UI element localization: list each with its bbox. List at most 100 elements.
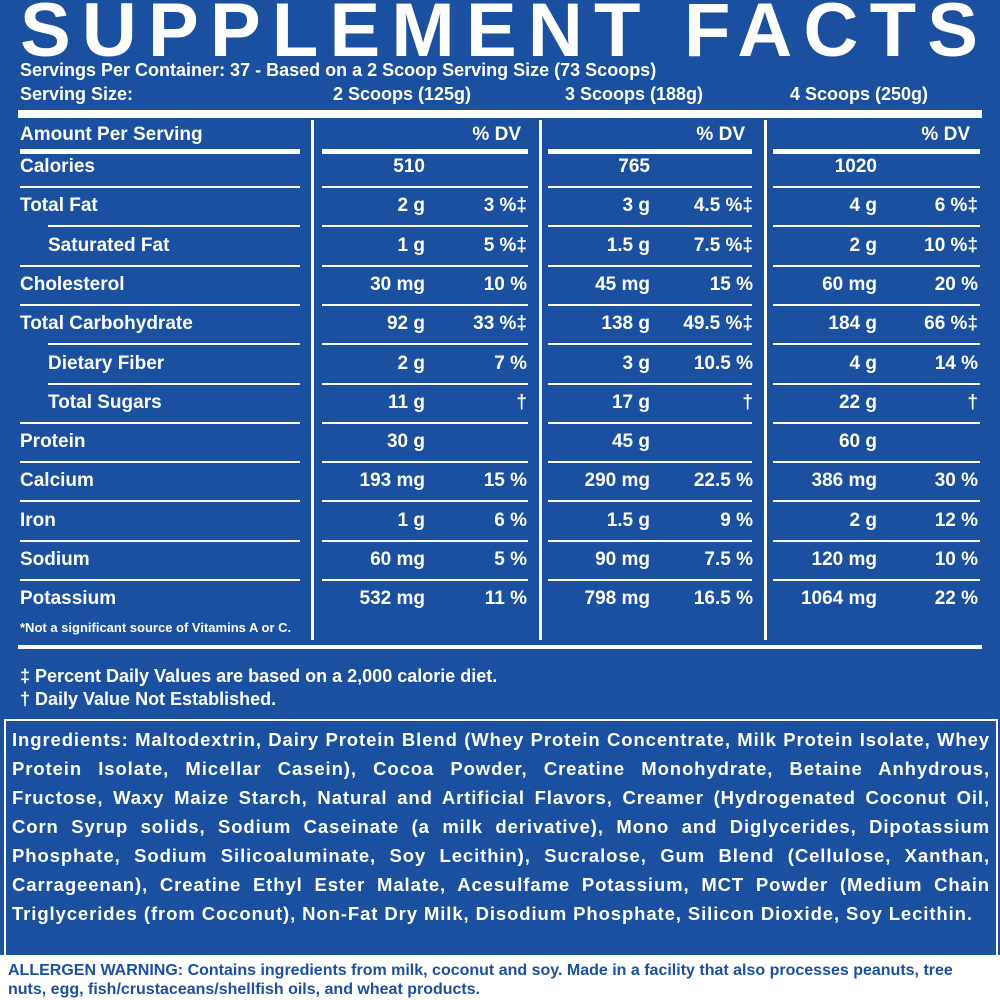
daily-value: †	[742, 391, 753, 413]
ingredients-box: Ingredients: Maltodextrin, Dairy Protein…	[4, 719, 998, 959]
nutrient-name: Potassium	[20, 588, 117, 610]
amount: 1020	[834, 156, 877, 177]
daily-value: 6 %	[494, 509, 527, 531]
row-rule	[48, 382, 300, 385]
row-rule	[773, 264, 980, 267]
row-rule	[322, 500, 528, 503]
amount: 1064 mg	[800, 588, 877, 610]
daily-value: 7.5 %‡	[693, 234, 753, 256]
allergen-label: ALLERGEN WARNING:	[8, 962, 184, 979]
notes-rule	[18, 645, 982, 649]
row-rule	[48, 343, 300, 346]
column-divider	[764, 120, 767, 640]
ingredients-label: Ingredients:	[12, 729, 129, 750]
row-rule	[322, 264, 528, 267]
dv-header: % DV	[472, 124, 521, 145]
row-rule	[20, 500, 300, 503]
amount: 1.5 g	[606, 234, 650, 256]
daily-value: 9 %	[720, 509, 753, 531]
daily-value: 5 %‡	[483, 234, 527, 256]
daily-value: 16.5 %	[693, 588, 753, 610]
column-divider	[539, 120, 542, 640]
amount: 1.5 g	[606, 509, 650, 531]
allergen-facility: Made in a facility that also processes p…	[8, 962, 953, 998]
amount: 30 mg	[370, 273, 425, 295]
row-rule	[322, 421, 528, 424]
nutrient-name: Total Carbohydrate	[20, 313, 193, 335]
daily-value: 66 %‡	[924, 313, 978, 335]
row-rule	[322, 539, 528, 542]
amount: 4 g	[849, 195, 877, 217]
row-rule	[322, 303, 528, 306]
row-rule	[773, 186, 980, 188]
daily-value: 30 %	[934, 470, 978, 492]
row-rule	[773, 225, 980, 228]
daily-value: 4.5 %‡	[693, 195, 753, 217]
daily-value: 11 %	[484, 588, 527, 610]
amount: 386 mg	[811, 470, 877, 492]
daily-value: 14 %	[934, 352, 978, 374]
nutrient-name: Saturated Fat	[48, 234, 170, 256]
row-rule	[548, 186, 752, 188]
footnote: *Not a significant source of Vitamins A …	[20, 620, 292, 635]
daily-value: 33 %‡	[473, 313, 527, 335]
row-rule	[548, 421, 752, 424]
amount: 765	[618, 156, 650, 177]
servings-per-container: Servings Per Container: 37 - Based on a …	[20, 60, 657, 80]
amount: 120 mg	[811, 549, 877, 570]
row-rule	[322, 225, 528, 228]
row-rule	[20, 264, 300, 267]
row-rule	[548, 303, 752, 306]
amount: 1 g	[397, 234, 425, 256]
nutrient-name: Dietary Fiber	[48, 352, 165, 374]
header-rule	[548, 149, 752, 154]
title: SUPPLEMENT FACTS	[20, 0, 978, 64]
nutrient-name: Total Sugars	[48, 391, 162, 413]
amount: 510	[393, 156, 425, 177]
dv-header: % DV	[696, 124, 745, 145]
amount: 60 g	[838, 431, 877, 453]
row-rule	[773, 539, 980, 542]
serving-size: 4 Scoops (250g)	[790, 84, 929, 104]
amount: 45 mg	[595, 273, 650, 295]
daily-value: 5 %	[494, 549, 527, 570]
amount: 193 mg	[359, 470, 425, 492]
top-rule	[18, 110, 982, 118]
amount: 22 g	[838, 391, 877, 413]
row-rule	[548, 225, 752, 228]
header-rule	[773, 149, 980, 154]
amount: 4 g	[849, 352, 877, 374]
row-rule	[322, 579, 528, 581]
allergen-warning: Contains ingredients from milk, coconut …	[187, 962, 563, 979]
daily-value: 7.5 %	[704, 549, 753, 570]
amount: 60 mg	[370, 549, 425, 570]
daily-value: 10 %	[934, 549, 978, 570]
row-rule	[773, 343, 980, 346]
row-rule	[322, 186, 528, 188]
row-rule	[48, 225, 300, 228]
note: † Daily Value Not Established.	[20, 689, 277, 709]
daily-value: 7 %	[494, 352, 527, 374]
serving-size: 2 Scoops (125g)	[333, 84, 472, 104]
title-area: SUPPLEMENT FACTS	[20, 0, 978, 64]
amount: 92 g	[386, 313, 425, 335]
daily-value: 49.5 %‡	[683, 313, 753, 335]
nutrient-name: Iron	[20, 509, 56, 531]
row-rule	[548, 579, 752, 581]
row-rule	[20, 303, 300, 306]
nutrient-name: Calories	[20, 156, 95, 177]
amount: 2 g	[397, 195, 425, 217]
amount-header: Amount Per Serving	[20, 124, 203, 145]
daily-value: 20 %	[934, 273, 978, 295]
row-rule	[773, 579, 980, 581]
amount: 3 g	[622, 352, 650, 374]
row-rule	[548, 500, 752, 503]
row-rule	[20, 461, 300, 464]
amount: 90 mg	[595, 549, 650, 570]
amount: 532 mg	[359, 588, 425, 610]
serving-size-label: Serving Size:	[20, 84, 134, 104]
nutrient-name: Cholesterol	[20, 273, 125, 295]
amount: 3 g	[622, 195, 650, 217]
amount: 798 mg	[584, 588, 650, 610]
